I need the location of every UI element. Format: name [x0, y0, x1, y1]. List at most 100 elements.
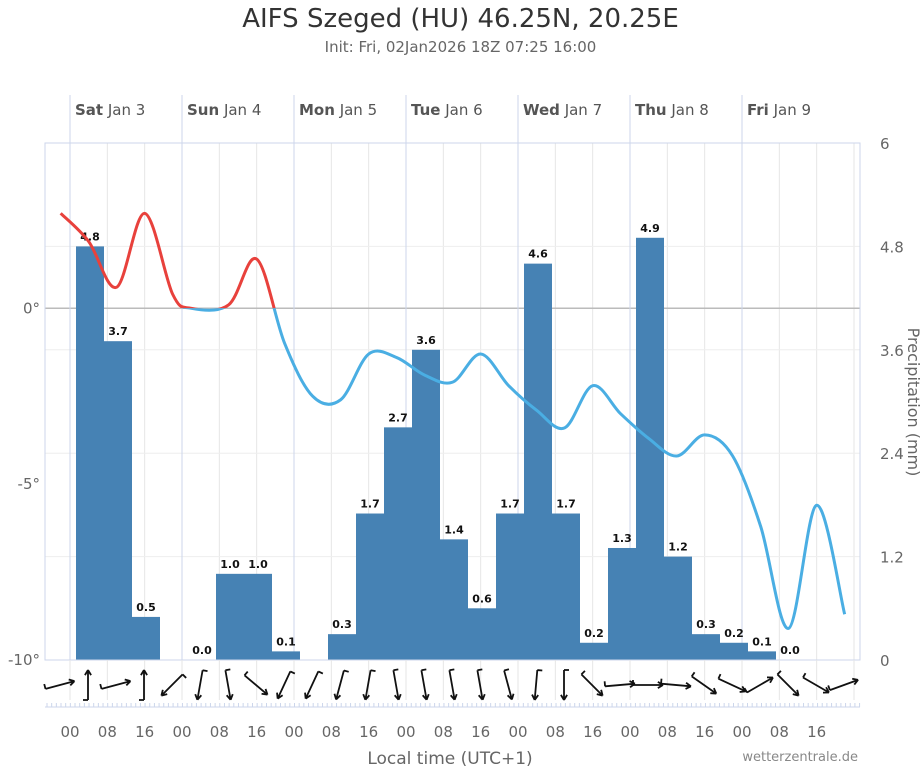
x-tick-label: 00 — [620, 723, 639, 741]
x-tick-label: 08 — [322, 723, 341, 741]
precip-bar — [384, 427, 412, 660]
wind-barb-stroke — [603, 680, 636, 688]
wind-barb-icon — [138, 669, 148, 701]
x-tick-label: 16 — [695, 723, 714, 741]
day-of-week: Wed — [523, 101, 560, 119]
day-label: Sat Jan 3 — [75, 101, 145, 119]
day-date: Jan 3 — [103, 101, 145, 119]
precip-bar — [720, 642, 748, 660]
wind-barb-icon — [448, 668, 458, 701]
wind-barb-icon — [392, 668, 402, 701]
precip-data-label: 1.7 — [556, 498, 576, 511]
wind-barb-icon — [476, 668, 486, 701]
x-tick-label: 00 — [732, 723, 751, 741]
precip-data-label: 0.2 — [584, 627, 604, 640]
wind-barb-icon — [276, 670, 296, 700]
wind-barb-stroke — [276, 670, 296, 700]
precip-data-label: 0.1 — [276, 635, 296, 648]
precip-bar — [692, 634, 720, 660]
wind-barb-stroke — [717, 673, 747, 693]
x-tick-label: 08 — [546, 723, 565, 741]
wind-barb-icon — [304, 670, 324, 700]
x-tick-label: 08 — [210, 723, 229, 741]
precip-data-label: 0.0 — [192, 644, 212, 657]
x-tick-label: 08 — [770, 723, 789, 741]
wind-barb-icon — [776, 670, 800, 697]
wind-barb-stroke — [660, 678, 692, 690]
wind-barb-icon — [531, 669, 543, 701]
day-of-week: Sun — [187, 101, 219, 119]
day-of-week: Thu — [635, 101, 667, 119]
chart-subtitle: Init: Fri, 02Jan2026 18Z 07:25 16:00 — [324, 38, 597, 56]
precip-bar — [104, 341, 132, 660]
wind-barb-icon — [660, 678, 692, 690]
x-tick-label: 00 — [60, 723, 79, 741]
day-label: Wed Jan 7 — [523, 101, 602, 119]
day-date: Jan 7 — [560, 101, 602, 119]
precip-data-label: 1.0 — [220, 558, 240, 571]
day-of-week: Sat — [75, 101, 103, 119]
day-of-week: Mon — [299, 101, 335, 119]
wind-barb-stroke — [743, 676, 774, 694]
wind-barb-icon — [580, 670, 604, 697]
wind-barb-stroke — [392, 668, 402, 701]
precip-bar — [580, 642, 608, 660]
precip-bar — [412, 349, 440, 660]
precip-bar — [608, 547, 636, 660]
precip-data-label: 4.9 — [640, 222, 660, 235]
wind-barb-icon — [632, 679, 664, 689]
x-tick-label: 08 — [658, 723, 677, 741]
x-tick-label: 16 — [359, 723, 378, 741]
temperature-line-above-zero — [59, 211, 276, 309]
day-date: Jan 6 — [440, 101, 482, 119]
wind-barb-stroke — [503, 668, 515, 701]
y-left-tick-label: -5° — [18, 475, 40, 493]
credit: wetterzentrale.de — [742, 750, 858, 765]
wind-barb-stroke — [82, 669, 92, 701]
wind-barb-stroke — [420, 668, 430, 701]
plot-frame — [44, 142, 861, 661]
precip-data-label: 4.6 — [528, 248, 548, 261]
x-tick-label: 08 — [434, 723, 453, 741]
precip-bar — [496, 513, 524, 660]
wind-barb-stroke — [304, 670, 324, 700]
wind-barb-icon — [362, 669, 376, 701]
wind-barb-icon — [560, 669, 570, 701]
day-label: Mon Jan 5 — [299, 101, 377, 119]
precip-data-label: 0.3 — [696, 618, 716, 631]
wind-barb-stroke — [194, 669, 208, 701]
chart-title: AIFS Szeged (HU) 46.25N, 20.25E — [242, 4, 679, 34]
y-left-tick-label: -10° — [8, 651, 40, 669]
precip-data-label: 1.4 — [444, 523, 464, 536]
x-tick-label: 16 — [471, 723, 490, 741]
x-tick-label: 16 — [583, 723, 602, 741]
precip-bar — [552, 513, 580, 660]
x-tick-label: 00 — [284, 723, 303, 741]
wind-barb-icon — [243, 670, 269, 696]
x-tick-label: 16 — [247, 723, 266, 741]
wind-barb-stroke — [802, 672, 830, 694]
precip-data-label: 0.0 — [780, 644, 800, 657]
precip-bar — [664, 556, 692, 660]
precip-data-label: 4.8 — [80, 230, 100, 243]
day-of-week: Tue — [411, 101, 440, 119]
temperature-line-below-zero — [181, 308, 847, 630]
wind-barb-stroke — [531, 669, 543, 701]
precip-data-label: 3.7 — [108, 325, 128, 338]
precip-data-label: 1.0 — [248, 558, 268, 571]
precip-bar — [132, 616, 160, 660]
wind-barb-icon — [827, 677, 859, 691]
precip-data-label: 1.2 — [668, 541, 688, 554]
precip-data-label: 2.7 — [388, 411, 408, 424]
wind-barb-icon — [603, 680, 636, 688]
day-of-week: Fri — [747, 101, 769, 119]
precip-data-label: 0.5 — [136, 601, 156, 614]
precip-bar — [76, 246, 104, 660]
day-date: Jan 5 — [335, 101, 377, 119]
wind-barb-icon — [743, 676, 774, 694]
wind-barb-stroke — [827, 677, 859, 691]
precip-data-label: 3.6 — [416, 334, 436, 347]
precip-data-label: 0.1 — [752, 635, 772, 648]
wind-barb-stroke — [448, 668, 458, 701]
